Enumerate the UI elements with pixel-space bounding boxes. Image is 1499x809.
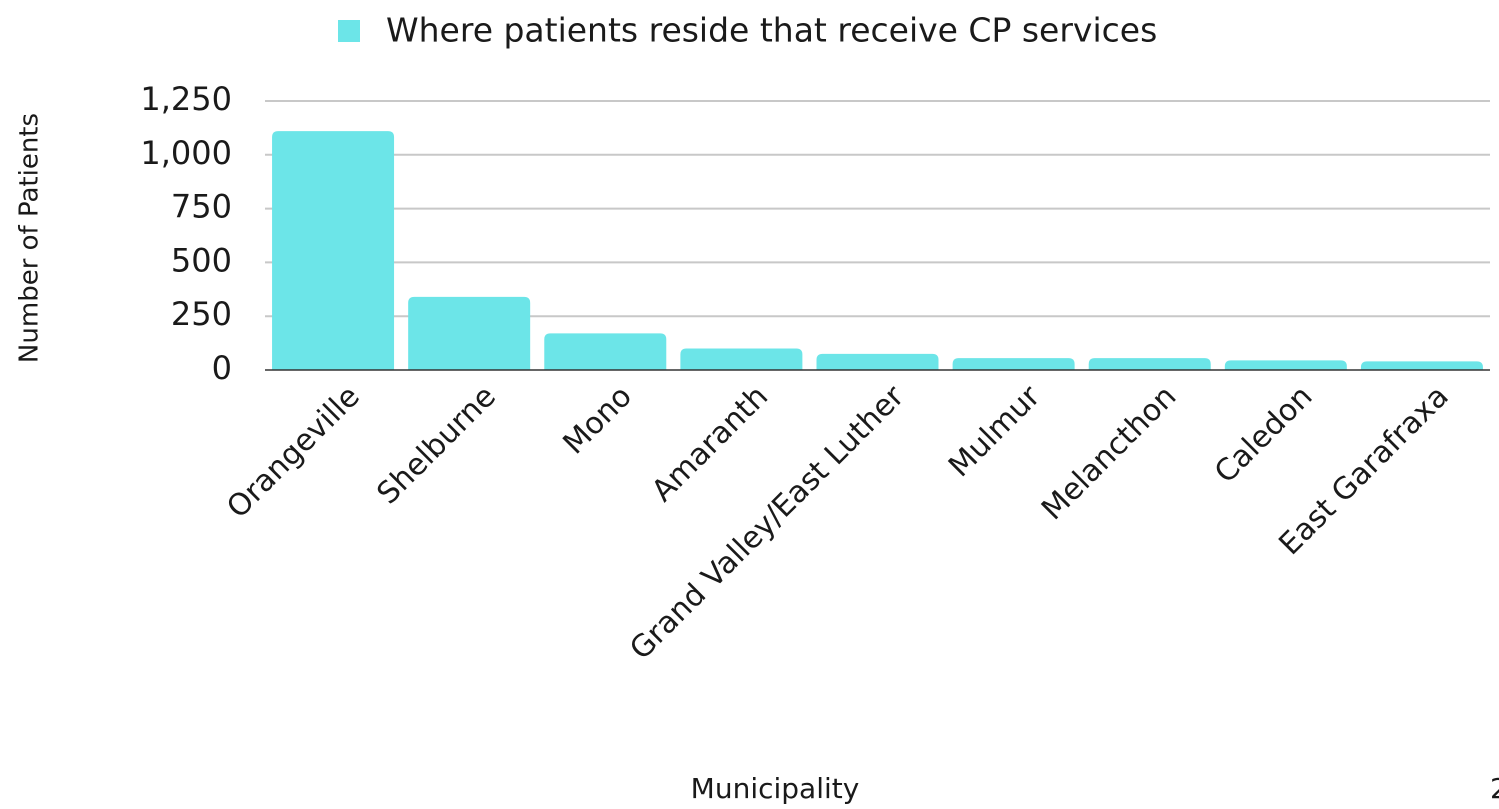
bar xyxy=(680,348,803,370)
y-axis-label: Number of Patients xyxy=(15,113,45,363)
x-tick-label: Mulmur xyxy=(942,378,1048,484)
legend-swatch xyxy=(338,20,360,42)
y-tick-label: 0 xyxy=(212,349,232,387)
y-tick-label: 1,000 xyxy=(140,134,232,172)
legend-label: Where patients reside that receive CP se… xyxy=(386,11,1157,50)
bar xyxy=(408,296,531,370)
bar xyxy=(1088,358,1211,370)
bar xyxy=(272,131,395,370)
bar xyxy=(1224,360,1347,370)
x-tick-label: Caledon xyxy=(1208,379,1319,490)
bar xyxy=(816,353,939,370)
y-tick-label: 750 xyxy=(171,188,232,226)
bar xyxy=(952,358,1075,370)
x-tick-label: Mono xyxy=(556,379,638,461)
y-tick-label: 250 xyxy=(171,295,232,333)
y-tick-label: 500 xyxy=(171,241,232,279)
y-tick-label: 1,250 xyxy=(140,80,232,118)
bar xyxy=(544,333,667,370)
x-tick-label: Orangeville xyxy=(220,379,366,525)
bar xyxy=(1360,361,1483,370)
x-tick-label: Grand Valley/East Luther xyxy=(623,378,911,666)
x-axis-label: Municipality xyxy=(691,772,860,805)
x-tick-label: Shelburne xyxy=(370,379,502,511)
page-number: 2 xyxy=(1490,772,1499,805)
x-tick-label: Amaranth xyxy=(645,379,775,509)
x-tick-label: Melancthon xyxy=(1035,379,1183,527)
